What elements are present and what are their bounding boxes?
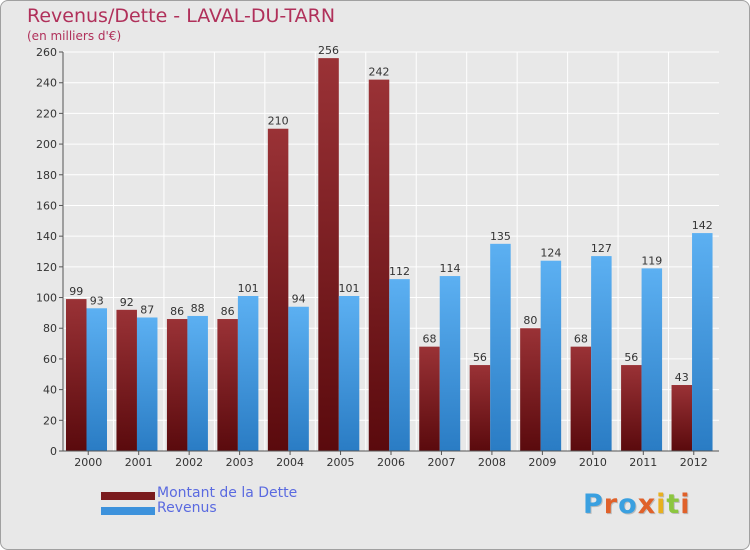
bar-dette — [166, 319, 188, 451]
data-label-revenus: 94 — [292, 293, 306, 306]
axes: 0 20 40 60 80 100 120 140 160 180 200 220 240 260 2000… — [36, 46, 719, 469]
y-tick-label: 40 — [43, 384, 57, 397]
y-tick-label: 200 — [36, 138, 57, 151]
x-tick-label: 2007 — [427, 456, 455, 469]
chart-title: Revenus/Dette - LAVAL-DU-TARN — [27, 5, 336, 27]
y-tick-label: 260 — [36, 46, 57, 59]
y-tick-label: 140 — [36, 230, 57, 243]
y-tick-label: 120 — [36, 261, 57, 274]
x-tick-label: 2004 — [276, 456, 304, 469]
data-label-revenus: 114 — [439, 262, 460, 275]
bar-dette — [318, 58, 339, 452]
data-label-revenus: 101 — [339, 282, 360, 295]
legend-label-dette: Montant de la Dette — [157, 485, 298, 501]
bar-revenus — [439, 276, 461, 451]
data-label-revenus: 124 — [540, 247, 561, 260]
bar-revenus — [692, 233, 713, 451]
bar-revenus — [237, 296, 259, 451]
legend-swatch-dette — [101, 492, 155, 500]
legend-label-revenus: Revenus — [157, 500, 217, 516]
bar-revenus — [641, 268, 663, 451]
x-tick-label: 2005 — [327, 456, 355, 469]
data-label-dette: 56 — [473, 351, 487, 364]
data-label-revenus: 127 — [591, 242, 612, 255]
data-label-dette: 56 — [624, 351, 638, 364]
bar-dette — [570, 346, 592, 451]
y-tick-label: 100 — [36, 292, 57, 305]
x-tick-label: 2012 — [680, 456, 708, 469]
data-label-dette: 210 — [268, 115, 289, 128]
bar-dette — [368, 79, 390, 451]
y-tick-label: 180 — [36, 169, 57, 182]
y-tick-label: 20 — [43, 414, 57, 427]
bar-revenus — [187, 315, 208, 451]
y-tick-label: 220 — [36, 107, 57, 120]
bar-revenus — [86, 308, 107, 451]
data-label-dette: 80 — [523, 314, 537, 327]
bar-dette — [671, 385, 693, 451]
data-label-revenus: 101 — [238, 282, 259, 295]
bar-dette — [267, 128, 289, 451]
bars — [66, 58, 713, 452]
x-tick-label: 2000 — [74, 456, 102, 469]
legend-swatch-revenus — [101, 507, 155, 515]
y-tick-label: 60 — [43, 353, 57, 366]
data-label-dette: 256 — [318, 44, 339, 57]
x-tick-label: 2002 — [175, 456, 203, 469]
data-label-dette: 92 — [120, 296, 134, 309]
data-label-dette: 86 — [221, 305, 235, 318]
data-label-revenus: 88 — [191, 302, 205, 315]
x-tick-label: 2008 — [478, 456, 506, 469]
data-label-dette: 86 — [170, 305, 184, 318]
data-label-revenus: 112 — [389, 265, 410, 278]
bar-dette — [621, 365, 642, 451]
y-tick-label: 160 — [36, 199, 57, 212]
x-tick-label: 2006 — [377, 456, 405, 469]
bar-revenus — [540, 260, 562, 451]
data-label-dette: 99 — [69, 285, 83, 298]
bar-dette — [469, 365, 491, 451]
data-label-revenus: 119 — [641, 254, 662, 267]
y-tick-label: 80 — [43, 322, 57, 335]
x-tick-label: 2011 — [629, 456, 657, 469]
data-label-dette: 43 — [675, 371, 689, 384]
bar-revenus — [136, 317, 158, 451]
bar-revenus — [389, 279, 410, 451]
chart-subtitle: (en milliers d'€) — [27, 29, 122, 43]
data-label-revenus: 142 — [692, 219, 713, 232]
x-tick-label: 2001 — [125, 456, 153, 469]
bar-dette — [116, 309, 137, 451]
data-label-revenus: 93 — [90, 294, 104, 307]
data-label-revenus: 87 — [140, 303, 154, 316]
x-tick-label: 2003 — [226, 456, 254, 469]
x-tick-label: 2009 — [528, 456, 556, 469]
data-label-dette: 68 — [422, 333, 436, 346]
bar-dette — [66, 299, 87, 451]
data-label-dette: 68 — [574, 333, 588, 346]
y-tick-label: 240 — [36, 77, 57, 90]
bar-revenus — [288, 306, 309, 451]
bar-revenus — [338, 296, 360, 451]
bar-dette — [419, 346, 440, 451]
y-tick-label: 0 — [50, 445, 57, 458]
data-label-revenus: 135 — [490, 230, 511, 243]
proxiti-logo: Proxiti — [583, 489, 691, 520]
x-tick-label: 2010 — [579, 456, 607, 469]
bar-dette — [217, 319, 238, 451]
bar-revenus — [490, 243, 511, 451]
bar-revenus — [591, 256, 612, 451]
data-label-dette: 242 — [369, 66, 390, 79]
bar-dette — [520, 328, 541, 451]
